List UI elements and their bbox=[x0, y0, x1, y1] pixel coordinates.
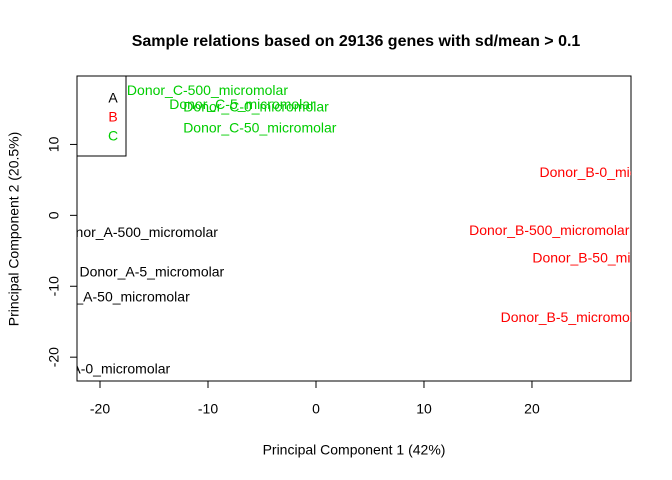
point-label: Donor_C-50_micromolar bbox=[183, 120, 337, 136]
point-label: Donor_B-50_micromolar bbox=[532, 250, 672, 266]
point-label: Donor_C-5_micromolar bbox=[169, 96, 315, 112]
point-label: Donor_B-5_micromolar bbox=[501, 309, 646, 325]
point-label: Donor_A-500_micromolar bbox=[58, 224, 219, 240]
y-tick-label: 10 bbox=[46, 136, 62, 152]
chart-title: Sample relations based on 29136 genes wi… bbox=[132, 33, 581, 50]
point-label: Donor_A-0_micromolar bbox=[25, 361, 170, 377]
x-axis-label: Principal Component 1 (42%) bbox=[263, 442, 446, 458]
legend-entry: C bbox=[108, 128, 118, 144]
plot-frame bbox=[76, 75, 632, 382]
x-tick-label: 0 bbox=[312, 401, 320, 417]
point-label: Donor_C-500_micromolar bbox=[127, 82, 288, 98]
y-tick-label: -20 bbox=[46, 347, 62, 367]
plot-area: Donor_A-500_micromolar Donor_A-5_micromol… bbox=[25, 82, 672, 377]
point-label: Donor_B-500_micromolar bbox=[469, 222, 630, 238]
point-label: Donor_A-5_micromolar bbox=[79, 263, 224, 279]
x-tick-label: -20 bbox=[90, 401, 110, 417]
legend-box bbox=[76, 75, 127, 157]
x-tick-label: 10 bbox=[416, 401, 432, 417]
y-tick-label: -10 bbox=[46, 276, 62, 296]
x-tick-label: 20 bbox=[524, 401, 540, 417]
legend-entry: A bbox=[108, 90, 118, 106]
point-label: Donor_A-50_micromolar bbox=[37, 288, 190, 304]
point-label: Donor_C-0_micromolar bbox=[183, 98, 329, 114]
y-tick-label: 0 bbox=[46, 211, 62, 219]
x-tick-label: -10 bbox=[198, 401, 218, 417]
legend-entry: B bbox=[108, 109, 117, 125]
y-axis-label: Principal Component 2 (20.5%) bbox=[6, 132, 22, 327]
point-label: Donor_B-0_micromolar bbox=[540, 164, 672, 180]
